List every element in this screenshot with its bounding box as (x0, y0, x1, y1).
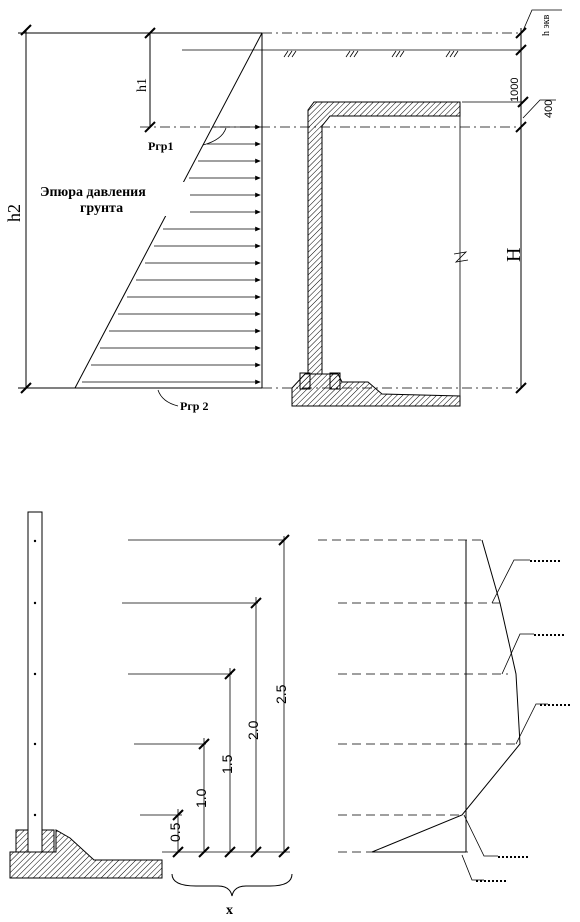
wall-stem (307, 101, 461, 375)
dim-label-1-5: 1.5 (219, 754, 235, 774)
dimension-steps (122, 534, 290, 858)
h-ekv-label: h экв (541, 14, 552, 36)
wall-key-left (299, 372, 311, 390)
retaining-wall-section (291, 101, 461, 407)
dim-400-leader (462, 99, 556, 119)
bottom-drawing: 0.5 1.0 1.5 2.0 2.5 x (9, 511, 570, 918)
key-right-elevation (41, 829, 55, 853)
dim-label-2-0: 2.0 (245, 720, 261, 740)
p-gr2-label: Ргр 2 (180, 399, 208, 413)
right-tick-2 (515, 44, 527, 56)
right-dashed-levels (318, 539, 516, 853)
break-mark (453, 251, 469, 263)
h1-label: h1 (135, 78, 150, 92)
dim-label-0-5: 0.5 (167, 822, 183, 842)
right-tick-1 (515, 27, 527, 39)
epure-label-line1: Эпюра давления (40, 185, 146, 200)
p-gr1-label: Pгр1 (148, 139, 173, 153)
footing-elevation (9, 829, 163, 879)
x-label: x (226, 903, 233, 918)
right-dotted-marks (476, 560, 570, 882)
epure-label-bg (38, 182, 188, 216)
pressure-arrows (82, 124, 261, 385)
H-label: H (503, 248, 525, 262)
right-leaders (461, 559, 548, 881)
p-gr1-leader (202, 127, 227, 146)
h2-label: h2 (4, 204, 24, 222)
key-left-elevation (15, 829, 29, 853)
ground-hatch-marks (283, 50, 459, 58)
pressure-curve (371, 539, 521, 853)
dim-label-2-5: 2.5 (273, 684, 289, 704)
wall-footing (291, 373, 461, 407)
dim-label-1-0: 1.0 (193, 788, 209, 808)
dim-400-label: 400 (543, 100, 555, 118)
x-brace (171, 873, 293, 897)
dim-1000-label: 1000 (509, 78, 521, 102)
right-tick-3 (515, 121, 527, 133)
wall-dots (33, 539, 37, 817)
wall-key-right (329, 372, 341, 390)
h-ekv-leader (521, 9, 562, 34)
dim-400-tick (517, 96, 529, 108)
p-gr2-leader (157, 389, 179, 407)
right-tick-4 (515, 382, 527, 394)
top-drawing: h2 h1 (4, 9, 562, 413)
epure-label-line2: грунта (80, 201, 123, 216)
wall-elevation (27, 511, 43, 853)
